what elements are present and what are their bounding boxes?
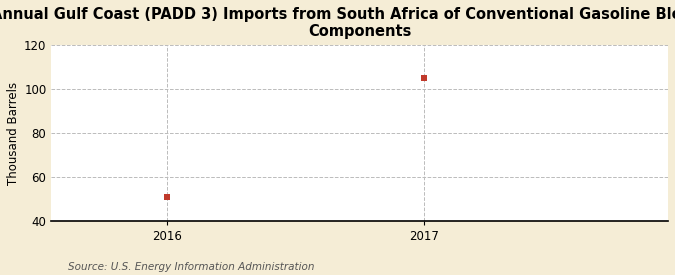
Text: Source: U.S. Energy Information Administration: Source: U.S. Energy Information Administ… (68, 262, 314, 272)
Title: Annual Gulf Coast (PADD 3) Imports from South Africa of Conventional Gasoline Bl: Annual Gulf Coast (PADD 3) Imports from … (0, 7, 675, 39)
Y-axis label: Thousand Barrels: Thousand Barrels (7, 81, 20, 185)
